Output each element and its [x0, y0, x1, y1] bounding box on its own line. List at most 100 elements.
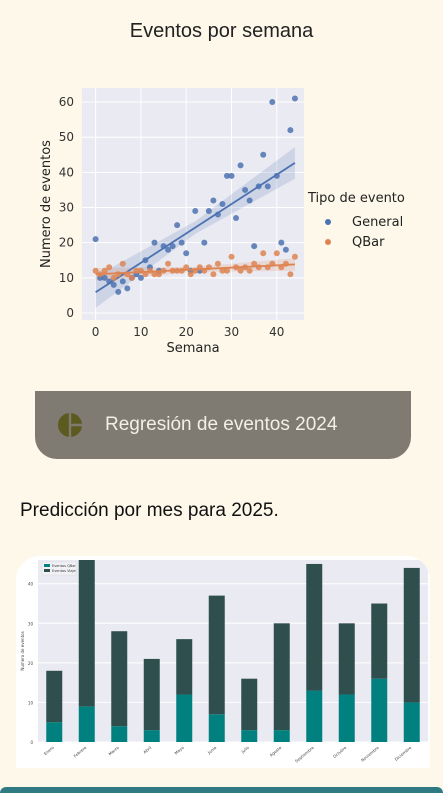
data-point-qbar: [128, 274, 135, 281]
data-point-general: [169, 243, 176, 250]
data-point-general: [228, 172, 235, 179]
data-point-qbar: [273, 250, 280, 257]
bar-eventos-qbar: [241, 730, 258, 742]
bar-eventos-qbar: [78, 706, 95, 742]
y-tick-label: 10: [28, 700, 34, 705]
x-tick-label: 20: [179, 325, 194, 339]
y-axis-label: Numero de eventos: [39, 140, 54, 268]
bar-eventos-viaje: [143, 658, 160, 731]
x-tick-label: Mayo: [173, 745, 185, 756]
data-point-general: [165, 246, 172, 253]
data-point-general: [291, 95, 298, 102]
legend-swatch-eventos-viaje: [44, 569, 50, 572]
y-tick-label: 60: [59, 95, 74, 109]
data-point-qbar: [237, 267, 244, 274]
bar-eventos-viaje: [371, 603, 388, 679]
bar-eventos-viaje: [111, 631, 128, 727]
bar-eventos-viaje: [241, 678, 258, 731]
x-tick-label: Febrero: [73, 745, 88, 759]
bar-eventos-qbar: [46, 722, 63, 742]
bar-eventos-viaje: [208, 595, 225, 715]
data-point-general: [269, 99, 276, 106]
data-point-general: [237, 162, 244, 169]
x-tick-label: 40: [269, 325, 284, 339]
page-title: Eventos por semana: [129, 20, 314, 42]
x-tick-label: Marzo: [107, 745, 120, 757]
data-point-general: [192, 208, 199, 215]
bar-eventos-qbar: [403, 702, 420, 742]
x-tick-label: 0: [92, 325, 100, 339]
bar-eventos-qbar: [143, 730, 160, 742]
legend-label-eventos-qbar: Eventos QBar: [52, 564, 76, 568]
legend-marker-qbar: [325, 239, 331, 245]
data-point-general: [119, 278, 126, 285]
x-tick-label: Noviembre: [360, 745, 380, 763]
x-tick-label: 30: [224, 325, 239, 339]
plot-area: [38, 560, 428, 742]
y-tick-label: 50: [59, 130, 74, 144]
data-point-qbar: [260, 250, 267, 257]
data-point-general: [251, 243, 258, 250]
data-point-qbar: [246, 267, 253, 274]
data-point-qbar: [106, 264, 113, 271]
bar-eventos-viaje: [78, 560, 95, 707]
y-tick-label: 40: [28, 582, 34, 587]
data-point-qbar: [101, 267, 108, 274]
bar-eventos-qbar: [111, 726, 128, 742]
x-tick-label: Agosto: [269, 745, 283, 758]
y-tick-label: 10: [59, 271, 74, 285]
x-tick-label: Diciembre: [394, 745, 413, 762]
x-tick-label: Abril: [142, 745, 152, 755]
bottom-edge-bar: [0, 787, 443, 793]
bar-eventos-qbar: [371, 678, 388, 742]
x-tick-label: Septiembre: [294, 745, 315, 764]
bar-eventos-viaje: [273, 623, 290, 731]
x-tick-label: Enero: [43, 745, 55, 757]
data-point-general: [92, 236, 99, 243]
data-point-qbar: [151, 271, 158, 278]
data-point-qbar: [255, 264, 262, 271]
data-point-general: [282, 246, 289, 253]
data-point-qbar: [223, 267, 230, 274]
data-point-qbar: [251, 260, 258, 267]
y-tick-label: 0: [30, 740, 33, 745]
bar-eventos-viaje: [176, 639, 193, 695]
data-point-general: [124, 285, 131, 292]
regression-events-2024-button[interactable]: Regresión de eventos 2024: [35, 391, 411, 459]
bar-eventos-qbar: [273, 730, 290, 742]
data-point-general: [278, 239, 285, 246]
data-point-qbar: [119, 260, 126, 267]
data-point-qbar: [228, 253, 235, 260]
data-point-qbar: [214, 260, 221, 267]
legend-box: [41, 561, 77, 576]
legend-swatch-eventos-qbar: [44, 564, 50, 567]
bar-eventos-qbar: [208, 714, 225, 742]
y-tick-label: 30: [28, 621, 34, 626]
data-point-general: [137, 274, 144, 281]
monthly-prediction-card: 0 10 20 30 40 Numero de eventos Enero Febrero Ma…: [16, 556, 430, 768]
x-tick-label: Octubre: [332, 745, 348, 759]
data-point-general: [242, 186, 249, 193]
chart-pie-icon: [58, 413, 82, 437]
data-point-general: [178, 239, 185, 246]
bar-eventos-qbar: [338, 694, 355, 742]
bar-eventos-viaje: [306, 563, 323, 691]
data-point-qbar: [183, 264, 190, 271]
weekly-events-scatter-chart: 0 10 20 30 40 0 10 20 30 40 50 60 Semana Numero de ev…: [39, 88, 405, 356]
data-point-qbar: [165, 260, 172, 267]
data-point-qbar: [287, 271, 294, 278]
y-tick-label: 30: [59, 201, 74, 215]
trend-line-qbar: [95, 263, 295, 276]
data-point-general: [183, 250, 190, 257]
data-point-qbar: [219, 267, 226, 274]
data-point-general: [151, 239, 158, 246]
trend-line-general: [95, 162, 296, 293]
data-point-general: [201, 239, 208, 246]
data-point-qbar: [92, 267, 99, 274]
y-tick-label: 0: [66, 306, 74, 320]
bar-eventos-qbar: [306, 690, 323, 742]
data-point-general: [205, 208, 212, 215]
legend-label-general: General: [352, 215, 403, 230]
x-axis-label: Semana: [166, 341, 219, 356]
x-tick-label: Julio: [239, 745, 250, 755]
